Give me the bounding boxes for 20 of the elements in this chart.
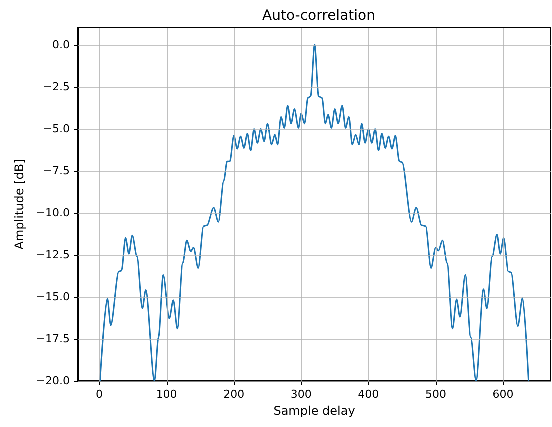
- x-tick-label: 0: [96, 388, 104, 401]
- x-tick-label: 300: [290, 388, 312, 401]
- y-tick-label: −7.5: [43, 164, 70, 178]
- x-tick-label: 100: [156, 388, 178, 401]
- y-tick-label: −12.5: [36, 248, 70, 262]
- y-tick-label: −15.0: [36, 290, 70, 304]
- y-tick-label: −5.0: [43, 122, 70, 136]
- y-tick-label: −17.5: [36, 332, 70, 346]
- x-tick-label: 200: [224, 388, 245, 401]
- y-tick-label: 0.0: [52, 38, 70, 52]
- y-tick-label: −20.0: [36, 374, 70, 388]
- chart-title: Auto-correlation: [262, 8, 376, 24]
- y-axis-title: Amplitude [dB]: [12, 159, 26, 250]
- x-tick-label: 500: [425, 388, 446, 401]
- x-tick-label: 600: [492, 388, 514, 401]
- x-tick-label: 400: [358, 388, 380, 401]
- y-tick-label: −2.5: [43, 80, 70, 94]
- x-axis-title: Sample delay: [274, 404, 356, 418]
- line-series: [99, 44, 530, 382]
- y-tick-label: −10.0: [36, 206, 70, 220]
